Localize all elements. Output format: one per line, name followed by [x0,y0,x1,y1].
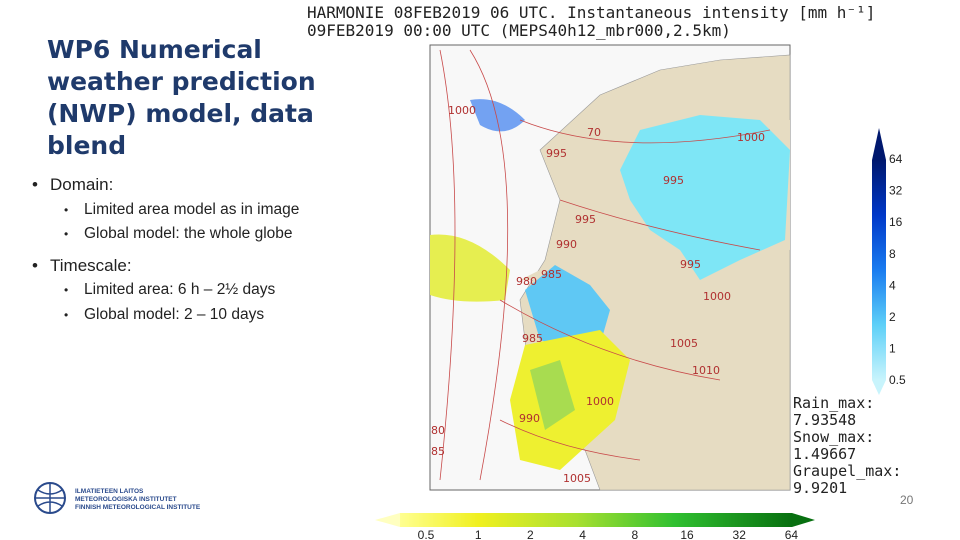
isobar-label: 990 [556,238,577,251]
logo-text: FINNISH METEOROLOGICAL INSTITUTE [75,504,201,511]
sub-bullet: • Limited area model as in image [64,201,300,218]
snow-scale-label: 32 [889,184,903,198]
snow-area [620,115,790,280]
isobar-label: 1000 [448,104,476,117]
bullet-text: Limited area model as in image [84,201,300,218]
stat-text: 7.93548 [793,411,856,429]
page-number: 20 [900,493,914,507]
isobar-label: 1005 [670,337,698,350]
colorbar-tip [375,513,400,527]
stat-text: 9.9201 [793,479,847,497]
logo: ILMATIETEEN LAITOS METEOROLOGISKA INSTIT… [34,482,201,514]
bullet-text: Limited area: 6 h – 2½ days [84,281,276,298]
isobar-label: 995 [663,174,684,187]
stat-text: Graupel_max: [793,462,901,480]
logo-text: ILMATIETEEN LAITOS [75,488,144,495]
rain-scale-label: 16 [680,528,694,540]
bullet-text: Global model: the whole globe [84,225,293,242]
bullet-text: Timescale: [50,256,132,275]
isobar-label: 1000 [586,395,614,408]
slide-title: WP6 Numerical weather prediction (NWP) m… [47,35,316,160]
rain-area [530,360,575,430]
colorbar-tip [872,380,886,395]
stat-text: Snow_max: [793,428,874,446]
rain-scale-label: 4 [579,528,586,540]
map-header: 09FEB2019 00:00 UTC (MEPS40h12_mbr000,2.… [307,21,731,40]
map-header: HARMONIE 08FEB2019 06 UTC. Instantaneous… [307,3,875,22]
bullet-text: Global model: 2 – 10 days [84,306,265,323]
sub-bullet: • Global model: the whole globe [64,225,293,242]
stat-text: 1.49667 [793,445,856,463]
isobar-label: 995 [680,258,701,271]
isobar-label: 995 [546,147,567,160]
scale-labels: 64 32 16 8 4 2 1 0.5 0.5 1 2 4 8 16 32 64 [418,152,906,540]
sub-bullet: • Limited area: 6 h – 2½ days [64,281,276,298]
rain-colorbar [400,513,792,527]
isobar-label: 85 [431,445,445,458]
rain-scale-label: 2 [527,528,534,540]
snow-scale-label: 4 [889,278,896,292]
snow-scale-label: 16 [889,215,903,229]
rain-scale-label: 1 [475,528,482,540]
logo-text: METEOROLOGISKA INSTITUTET [75,496,177,503]
snow-scale-label: 8 [889,247,896,261]
snow-scale-label: 1 [889,342,896,356]
isobars [439,49,771,481]
snow-area [525,265,610,350]
isobar-label: 70 [587,126,601,139]
bullet: • Timescale: [32,256,132,275]
isobar-label: 985 [541,268,562,281]
stats: Rain_max:7.93548Snow_max:1.49667Graupel_… [793,394,901,497]
isobar-label: 980 [516,275,537,288]
isobar-label: 1005 [563,472,591,485]
bullet: • Domain: [32,175,114,194]
colorbar-tip [872,128,886,160]
rain-scale-label: 8 [631,528,638,540]
isobar-label: 1000 [703,290,731,303]
snow-scale-label: 64 [889,152,903,166]
colorbar-tip [792,513,815,527]
snow-colorbar [872,160,886,380]
isobar-label: 1010 [692,364,720,377]
bullet-text: Domain: [50,175,114,194]
isobar-label: 995 [575,213,596,226]
rain-scale-label: 0.5 [418,528,435,540]
isobar-label: 985 [522,332,543,345]
rain-scale-label: 64 [785,528,799,540]
isobar-label: 990 [519,412,540,425]
snow-scale-label: 2 [889,310,896,324]
isobar-label: 80 [431,424,445,437]
snow-scale-label: 0.5 [889,373,906,387]
isobar-label: 1000 [737,131,765,144]
rain-area [430,234,510,302]
snow-area [470,99,525,132]
stat-text: Rain_max: [793,394,874,412]
rain-scale-label: 32 [733,528,747,540]
sub-bullet: • Global model: 2 – 10 days [64,306,265,323]
isobar-labels: 1000 70 995 1000 995 995 990 995 985 980 1000 985 10… [431,104,765,485]
